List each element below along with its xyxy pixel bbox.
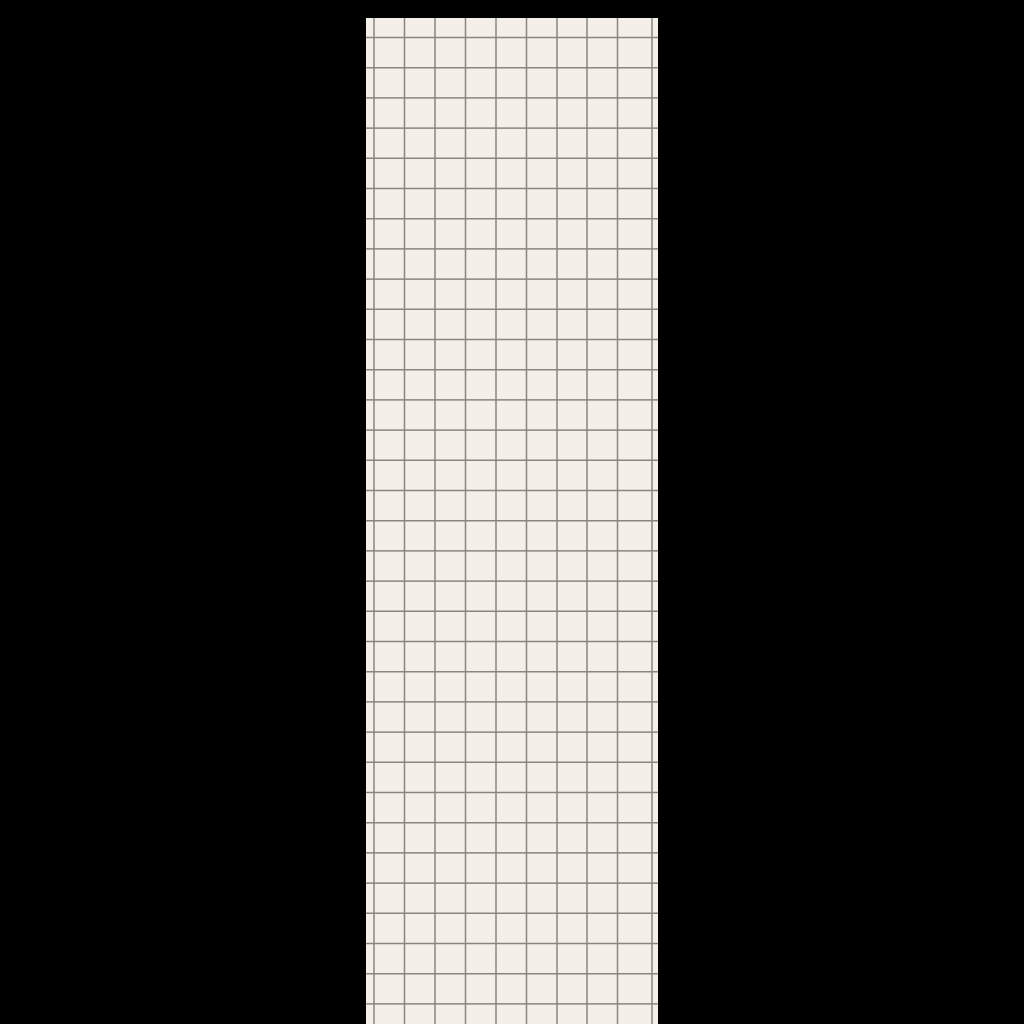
- grid-lines: [366, 18, 658, 1024]
- grid-paper-strip: [366, 18, 658, 1024]
